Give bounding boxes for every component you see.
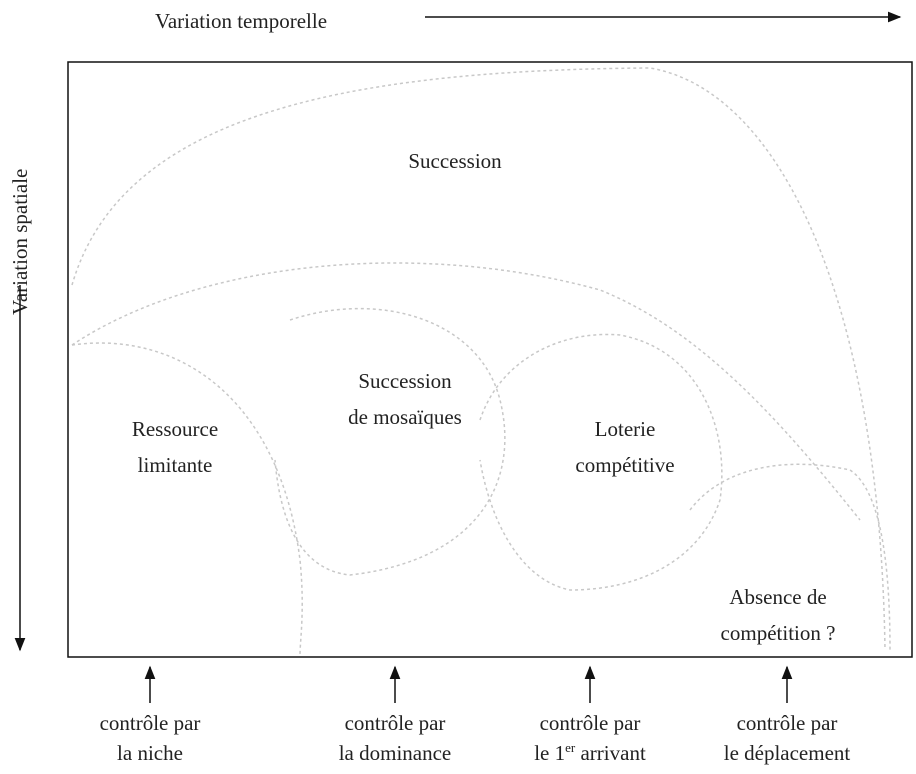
region-label: compétition ? bbox=[721, 621, 836, 645]
control-text: la dominance bbox=[339, 741, 452, 765]
region-label: compétitive bbox=[575, 453, 674, 477]
frame bbox=[67, 61, 913, 658]
control-label: le déplacement bbox=[724, 741, 851, 765]
control-label: le 1er arrivant bbox=[534, 740, 646, 765]
control-text: la niche bbox=[117, 741, 183, 765]
region-label: limitante bbox=[138, 453, 213, 477]
region-label: Ressource bbox=[132, 417, 218, 441]
region-label: Succession bbox=[358, 369, 452, 393]
control-label: contrôle par bbox=[737, 711, 838, 735]
control-label: contrôle par bbox=[345, 711, 446, 735]
region-label: Absence de bbox=[729, 585, 826, 609]
region-label: Succession bbox=[408, 149, 502, 173]
top-axis-label: Variation temporelle bbox=[155, 9, 327, 33]
control-label: la dominance bbox=[339, 741, 452, 765]
superscript: er bbox=[565, 740, 576, 755]
region-curves bbox=[71, 67, 891, 656]
control-label: contrôle par bbox=[100, 711, 201, 735]
control-text: le 1 bbox=[534, 741, 565, 765]
control-label: la niche bbox=[117, 741, 183, 765]
control-text: arrivant bbox=[575, 741, 646, 765]
control-text: le déplacement bbox=[724, 741, 851, 765]
control-label: contrôle par bbox=[540, 711, 641, 735]
region-label: de mosaïques bbox=[348, 405, 462, 429]
region-label: Loterie bbox=[595, 417, 656, 441]
